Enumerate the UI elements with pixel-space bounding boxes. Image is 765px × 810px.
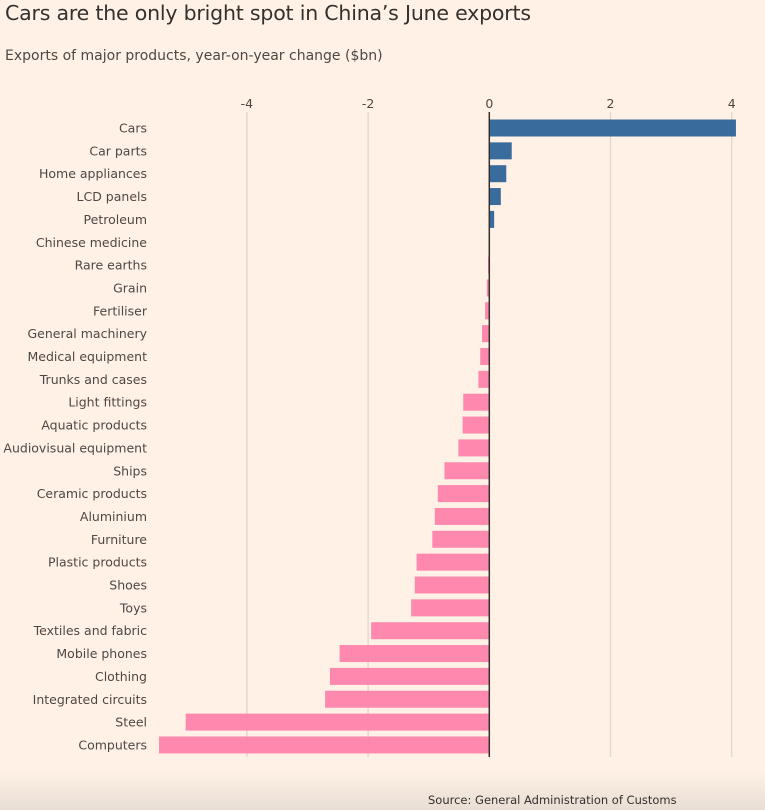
category-label: Trunks and cases: [39, 372, 147, 387]
bar-ships: [444, 462, 490, 480]
category-label: Fertiliser: [93, 303, 148, 318]
bar-lcd-panels: [489, 188, 501, 206]
category-label: Petroleum: [84, 212, 147, 227]
bar-aquatic-products: [462, 416, 490, 434]
x-axis-ticks: -4 -2 0 2 4: [241, 96, 736, 111]
bar-medical-equipment: [480, 348, 490, 365]
category-label: Toys: [119, 600, 147, 615]
bar-clothing: [329, 667, 490, 685]
bar-textiles-and-fabric: [371, 622, 490, 640]
category-label: Steel: [115, 715, 147, 730]
category-label: Clothing: [95, 669, 147, 684]
bar-shoes: [414, 576, 490, 594]
bar-aluminium: [434, 507, 490, 525]
x-tick-label: 2: [607, 96, 615, 111]
category-label: Rare earths: [75, 258, 147, 273]
bar-home-appliances: [489, 165, 507, 183]
bar-light-fittings: [463, 393, 490, 411]
category-label: Aquatic products: [41, 418, 147, 433]
category-label: Home appliances: [39, 166, 147, 181]
chart-subtitle: Exports of major products, year-on-year …: [5, 48, 383, 64]
source-note: Source: General Administration of Custom…: [428, 793, 677, 807]
x-tick-label: 0: [485, 96, 493, 111]
bar-mobile-phones: [339, 645, 490, 663]
category-label: Shoes: [109, 578, 147, 593]
category-label: Cars: [119, 121, 147, 136]
x-tick-label: -2: [362, 96, 374, 111]
bar-plastic-products: [416, 553, 490, 571]
category-label: Grain: [113, 280, 147, 295]
bar-steel: [185, 713, 490, 731]
category-labels: Cars Car parts Home appliances LCD panels Pe…: [3, 121, 147, 753]
bar-trunks-and-cases: [478, 370, 490, 388]
category-label: Ceramic products: [37, 486, 147, 501]
category-label: General machinery: [28, 326, 148, 341]
bar-toys: [411, 599, 490, 617]
category-label: Car parts: [89, 143, 147, 158]
bar-cars: [489, 119, 736, 137]
x-tick-label: 4: [728, 96, 736, 111]
bar-furniture: [432, 530, 490, 548]
bar-fertiliser: [485, 302, 490, 320]
bar-petroleum: [489, 210, 495, 228]
bar-ceramic-products: [437, 485, 490, 503]
x-tick-label: -4: [241, 96, 254, 111]
category-label: Plastic products: [48, 555, 147, 570]
bar-integrated-circuits: [325, 690, 490, 708]
category-label: Furniture: [91, 532, 147, 547]
chart-title: Cars are the only bright spot in China’s…: [5, 1, 531, 25]
bar-grain: [486, 279, 490, 297]
category-label: Aluminium: [80, 509, 147, 524]
category-label: Chinese medicine: [36, 235, 147, 250]
bar-computers: [159, 736, 490, 754]
bar-car-parts: [489, 142, 512, 160]
category-label: Integrated circuits: [33, 692, 147, 707]
category-label: Audiovisual equipment: [3, 440, 147, 455]
category-label: Light fittings: [68, 395, 147, 410]
category-label: Medical equipment: [27, 349, 147, 364]
category-label: Textiles and fabric: [33, 623, 148, 638]
bars: [159, 119, 736, 754]
category-label: Ships: [113, 463, 147, 478]
category-label: LCD panels: [77, 189, 147, 204]
category-label: Mobile phones: [56, 646, 147, 661]
bar-audiovisual-equipment: [458, 439, 490, 457]
bar-general-machinery: [482, 325, 490, 343]
category-label: Computers: [78, 737, 147, 752]
